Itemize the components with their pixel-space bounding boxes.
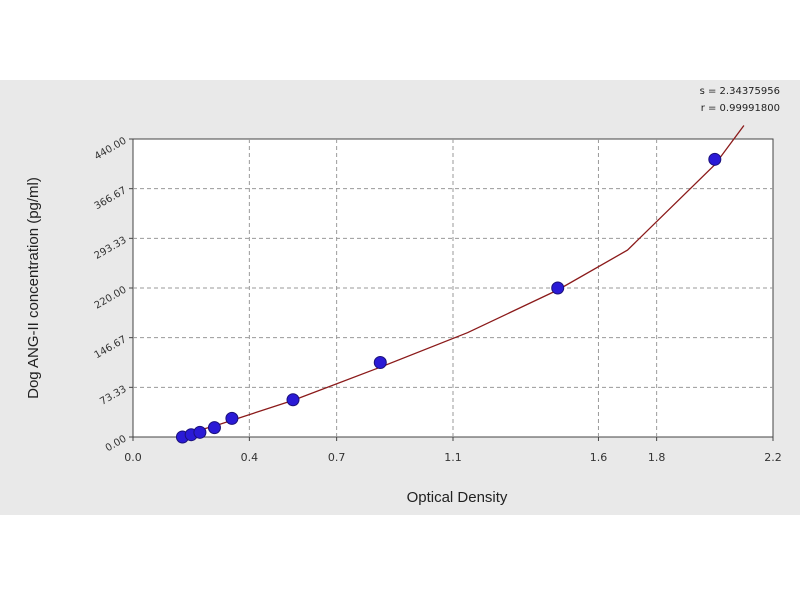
x-tick-label: 0.7 xyxy=(328,451,346,464)
x-tick-label: 2.2 xyxy=(764,451,782,464)
stats-s-value: s = 2.34375956 xyxy=(700,86,780,97)
x-tick-label: 0.0 xyxy=(124,451,142,464)
y-tick-label: 220.00 xyxy=(93,285,129,312)
x-tick-label: 1.1 xyxy=(444,451,462,464)
data-point xyxy=(207,421,221,435)
data-point xyxy=(286,393,300,407)
y-axis-title: Dog ANG-II concentration (pg/ml) xyxy=(25,177,42,399)
x-tick-label: 1.8 xyxy=(648,451,666,464)
fit-curve-line xyxy=(176,125,745,438)
data-point xyxy=(373,356,387,369)
grid-lines xyxy=(133,139,773,437)
stats-r-value: r = 0.99991800 xyxy=(701,103,780,114)
stats-annotation: s = 2.34375956 r = 0.99991800 xyxy=(700,86,780,114)
data-point xyxy=(708,152,722,166)
data-points xyxy=(175,152,722,444)
x-tick-labels: 0.0 0.4 0.7 1.1 1.6 1.8 2.2 xyxy=(124,437,782,464)
x-tick-label: 0.4 xyxy=(241,451,259,464)
y-tick-label: 146.67 xyxy=(93,334,129,361)
x-axis-title: Optical Density xyxy=(407,489,508,506)
y-tick-label: 366.67 xyxy=(93,185,129,212)
y-tick-label: 293.33 xyxy=(93,235,129,262)
x-tick-label: 1.6 xyxy=(590,451,608,464)
chart-figure: s = 2.34375956 r = 0.99991800 0.00 73.33 1… xyxy=(0,80,800,515)
data-point xyxy=(193,425,207,439)
y-tick-label: 440.00 xyxy=(93,136,129,163)
data-point xyxy=(551,281,565,295)
y-tick-label: 73.33 xyxy=(98,384,128,408)
chart-svg: s = 2.34375956 r = 0.99991800 0.0073.331… xyxy=(25,86,782,506)
data-point xyxy=(225,411,239,425)
